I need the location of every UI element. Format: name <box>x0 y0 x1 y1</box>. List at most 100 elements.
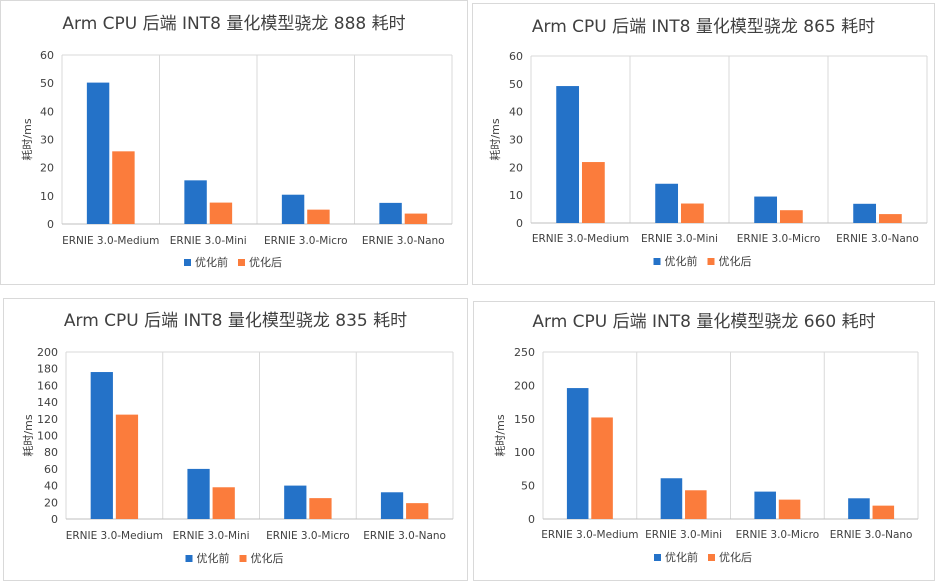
chart-panel-660: Arm CPU 后端 INT8 量化模型骁龙 660 耗时 0 50 100 150 20… <box>473 301 935 581</box>
y-axis-label: 耗时/ms <box>494 414 507 456</box>
legend-after-label: 优化后 <box>719 254 752 268</box>
bar-before <box>660 478 683 519</box>
chart-title: Arm CPU 后端 INT8 量化模型骁龙 865 耗时 <box>532 17 875 37</box>
bar-after <box>581 162 605 223</box>
y-tick-label: 120 <box>37 413 58 426</box>
x-category-label: ERNIE 3.0-Micro <box>264 235 348 247</box>
y-tick-label: 150 <box>514 413 535 426</box>
y-tick-label: 0 <box>47 218 54 231</box>
y-tick-label: 20 <box>40 162 54 175</box>
bar-before <box>754 196 778 223</box>
x-category-label: ERNIE 3.0-Micro <box>736 529 820 541</box>
bar-after <box>112 151 135 224</box>
y-tick-label: 200 <box>514 379 535 392</box>
y-tick-label: 10 <box>40 190 54 203</box>
chart-888: Arm CPU 后端 INT8 量化模型骁龙 888 耗时 0 10 20 30 40 50… <box>21 14 453 269</box>
bar-after <box>591 417 613 519</box>
y-tick-label: 30 <box>509 134 523 147</box>
x-category-label: ERNIE 3.0-Medium <box>66 530 163 542</box>
bar-before <box>380 492 404 519</box>
bar-before <box>187 468 210 519</box>
legend-before-label: 优化前 <box>195 255 228 269</box>
chart-title: Arm CPU 后端 INT8 量化模型骁龙 888 耗时 <box>62 14 405 34</box>
bar-before <box>556 86 580 223</box>
y-tick-label: 160 <box>37 379 58 392</box>
chart-panel-865: Arm CPU 后端 INT8 量化模型骁龙 865 耗时 0 10 20 30 40 50… <box>472 3 935 285</box>
y-tick-label: 0 <box>516 217 523 230</box>
legend-before-swatch <box>184 259 191 266</box>
x-category-label: ERNIE 3.0-Nano <box>836 233 919 245</box>
bar-after <box>115 414 139 519</box>
bar-before <box>655 183 679 223</box>
y-tick-label: 50 <box>521 480 535 493</box>
x-category-label: ERNIE 3.0-Nano <box>362 235 445 247</box>
legend-before-swatch <box>185 555 193 562</box>
y-tick-label: 10 <box>509 189 523 202</box>
y-tick-label: 20 <box>509 161 523 174</box>
y-axis-label: 耗时/ms <box>489 118 502 160</box>
legend-before-swatch <box>653 258 661 265</box>
y-tick-label: 20 <box>44 496 58 509</box>
x-category-label: ERNIE 3.0-Mini <box>641 233 718 245</box>
y-tick-label: 140 <box>37 396 58 409</box>
legend-after-swatch <box>238 259 245 266</box>
bar-before <box>184 180 207 224</box>
y-tick-label: 100 <box>514 446 535 459</box>
x-category-label: ERNIE 3.0-Mini <box>173 530 250 542</box>
bar-before <box>281 194 305 224</box>
x-category-label: ERNIE 3.0-Mini <box>645 529 722 541</box>
y-tick-label: 0 <box>51 513 58 526</box>
chart-660: Arm CPU 后端 INT8 量化模型骁龙 660 耗时 0 50 100 150 20… <box>494 312 919 564</box>
y-axis-label: 耗时/ms <box>21 118 34 160</box>
y-tick-label: 60 <box>40 49 54 62</box>
bar-after <box>685 490 707 519</box>
chart-835: Arm CPU 后端 INT8 量化模型骁龙 835 耗时 0 20 40 60 80 10… <box>22 311 454 565</box>
legend-after-label: 优化后 <box>249 255 282 269</box>
y-tick-label: 200 <box>37 346 58 359</box>
bar-after <box>878 214 902 223</box>
legend-after-swatch <box>707 258 715 265</box>
chart-panel-888: Arm CPU 后端 INT8 量化模型骁龙 888 耗时 0 10 20 30 40 50… <box>0 0 468 285</box>
y-tick-label: 50 <box>509 78 523 91</box>
y-tick-label: 40 <box>509 106 523 119</box>
y-tick-label: 50 <box>40 77 54 90</box>
bar-before <box>90 372 113 519</box>
legend-after-label: 优化后 <box>719 550 752 564</box>
y-tick-label: 60 <box>44 463 58 476</box>
y-tick-label: 40 <box>40 105 54 118</box>
x-category-label: ERNIE 3.0-Micro <box>266 530 350 542</box>
bar-after <box>872 505 895 519</box>
bar-after <box>778 499 801 519</box>
legend-after-swatch <box>239 555 247 562</box>
bar-after <box>209 202 233 224</box>
legend-before-label: 优化前 <box>197 551 230 565</box>
x-category-label: ERNIE 3.0-Medium <box>62 235 159 247</box>
bar-before <box>284 485 307 519</box>
x-category-label: ERNIE 3.0-Nano <box>363 530 446 542</box>
bar-before <box>853 203 877 223</box>
chart-title: Arm CPU 后端 INT8 量化模型骁龙 660 耗时 <box>532 312 875 332</box>
bar-after <box>680 203 704 223</box>
bar-after <box>406 503 429 519</box>
x-category-label: ERNIE 3.0-Micro <box>737 233 821 245</box>
bar-after <box>307 209 330 224</box>
y-tick-label: 80 <box>44 446 58 459</box>
x-category-label: ERNIE 3.0-Medium <box>532 233 629 245</box>
chart-865: Arm CPU 后端 INT8 量化模型骁龙 865 耗时 0 10 20 30 40 50… <box>489 17 928 268</box>
bar-before <box>379 202 402 224</box>
y-tick-label: 180 <box>37 363 58 376</box>
bar-before <box>848 498 870 519</box>
y-tick-label: 40 <box>44 480 58 493</box>
legend-before-label: 优化前 <box>665 254 698 268</box>
x-category-label: ERNIE 3.0-Nano <box>830 529 913 541</box>
legend-after-swatch <box>708 554 715 561</box>
y-tick-label: 30 <box>40 134 54 147</box>
bar-after <box>212 487 235 519</box>
legend-after-label: 优化后 <box>251 551 284 565</box>
x-category-label: ERNIE 3.0-Medium <box>541 529 638 541</box>
y-tick-label: 100 <box>37 430 58 443</box>
chart-panel-835: Arm CPU 后端 INT8 量化模型骁龙 835 耗时 0 20 40 60 80 10… <box>3 298 468 581</box>
y-axis-label: 耗时/ms <box>22 414 35 456</box>
y-tick-label: 0 <box>528 513 535 526</box>
bar-before <box>566 388 589 519</box>
